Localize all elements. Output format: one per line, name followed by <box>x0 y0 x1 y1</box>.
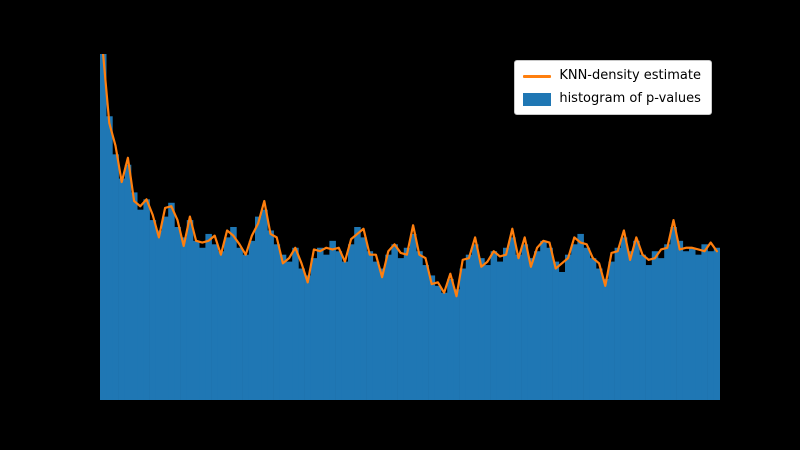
histogram-patch-swatch-icon <box>523 92 552 106</box>
plot-svg <box>100 54 720 400</box>
legend: KNN-density estimate histogram of p-valu… <box>514 60 712 115</box>
histogram-bars <box>100 54 720 400</box>
legend-item-histogram: histogram of p-values <box>523 90 701 108</box>
legend-label-histogram: histogram of p-values <box>559 91 701 106</box>
legend-label-knn: KNN-density estimate <box>559 68 701 83</box>
legend-item-knn: KNN-density estimate <box>523 67 701 85</box>
knn-line-swatch-icon <box>523 74 552 78</box>
knn-line <box>101 54 719 298</box>
